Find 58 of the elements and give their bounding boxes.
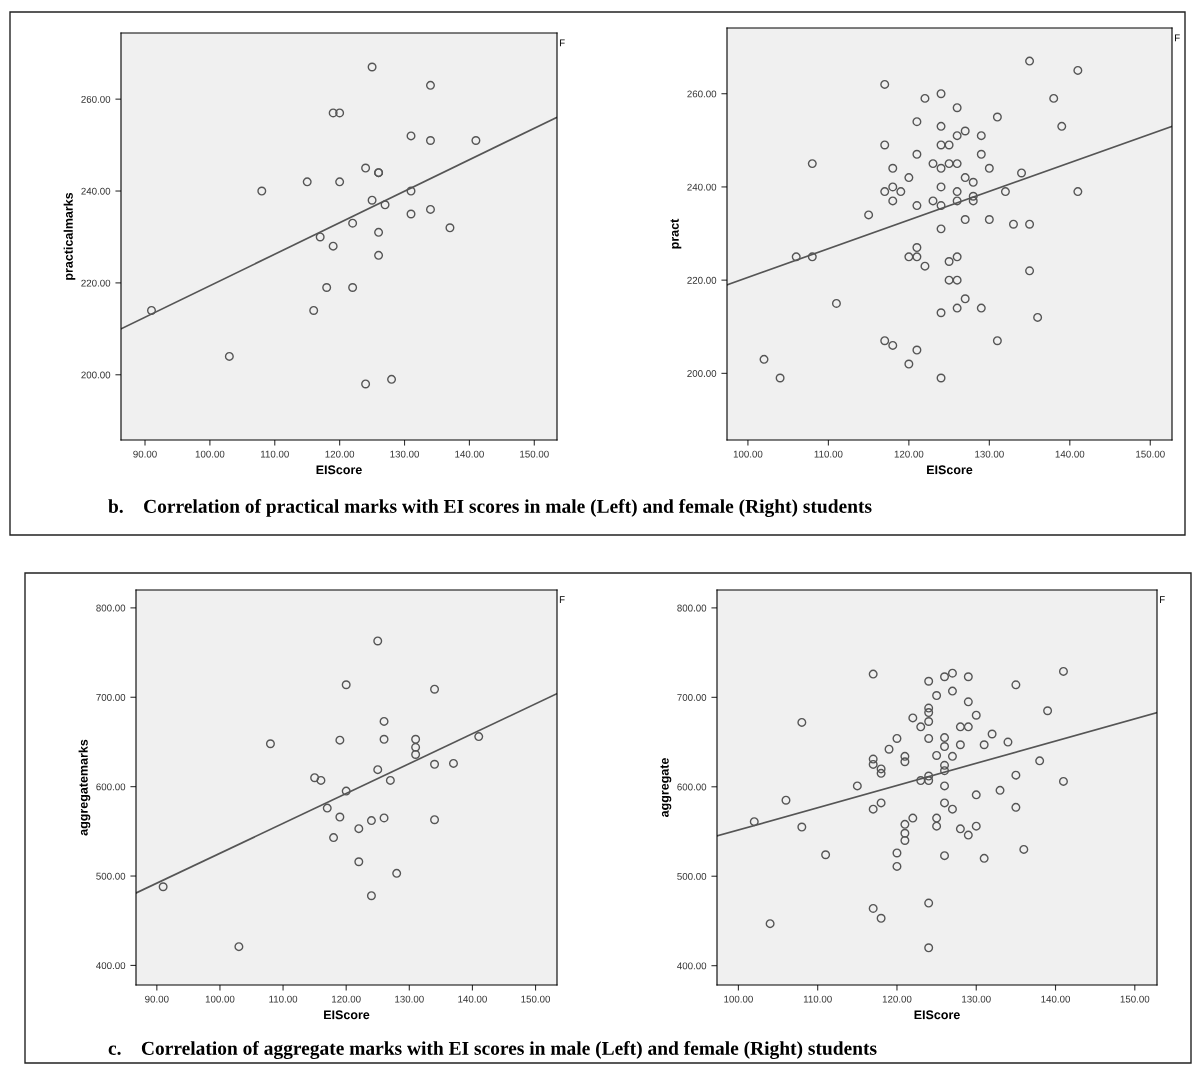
x-tick-label: 120.00 (894, 450, 924, 458)
x-tick-label: 140.00 (455, 450, 484, 458)
y-tick-label: 700.00 (96, 694, 126, 701)
x-axis-title: EIScore (316, 465, 362, 475)
text: F (1160, 596, 1165, 603)
x-tick-label: 100.00 (205, 995, 235, 1003)
text: F (1175, 34, 1180, 42)
x-tick-label: 120.00 (332, 995, 361, 1003)
y-tick-label: 500.00 (96, 872, 126, 880)
x-tick-label: 90.00 (133, 450, 157, 458)
y-tick-label: 260.00 (687, 90, 717, 98)
text: F (559, 596, 565, 603)
y-tick-label: 240.00 (81, 187, 111, 195)
x-tick-label: 110.00 (803, 995, 832, 1003)
y-axis-title: pract (670, 218, 682, 249)
x-tick-label: 120.00 (882, 995, 912, 1003)
y-tick-label: 600.00 (96, 783, 126, 791)
x-tick-label: 130.00 (962, 995, 991, 1003)
x-tick-label: 130.00 (390, 450, 420, 458)
x-tick-label: 110.00 (814, 450, 843, 458)
x-tick-label: 140.00 (458, 995, 487, 1003)
y-tick-label: 400.00 (96, 962, 126, 970)
y-tick-label: 220.00 (687, 276, 717, 284)
y-tick-label: 800.00 (96, 604, 126, 612)
y-tick-label: 240.00 (687, 183, 717, 191)
y-tick-label: 800.00 (677, 604, 707, 612)
y-axis-title: aggregatemarks (78, 739, 91, 836)
x-tick-label: 120.00 (325, 450, 355, 458)
text: F (559, 39, 565, 47)
y-tick-label: 200.00 (687, 370, 717, 377)
x-tick-label: 100.00 (724, 995, 753, 1003)
x-tick-label: 140.00 (1041, 995, 1071, 1003)
x-tick-label: 150.00 (1120, 995, 1150, 1003)
x-tick-label: 90.00 (145, 995, 169, 1003)
y-tick-label: 500.00 (677, 872, 707, 880)
x-tick-label: 150.00 (1136, 450, 1165, 458)
x-tick-label: 130.00 (395, 995, 424, 1003)
x-tick-label: 150.00 (521, 995, 551, 1003)
y-tick-label: 400.00 (677, 962, 707, 970)
y-tick-label: 220.00 (81, 279, 111, 287)
y-tick-label: 200.00 (81, 371, 111, 379)
y-tick-label: 600.00 (677, 783, 707, 791)
text: b. Correlation of practical marks with EI scores in male (Left) and female (Right) students (108, 499, 872, 517)
x-tick-label: 100.00 (733, 450, 763, 458)
x-tick-label: 140.00 (1055, 450, 1085, 458)
x-axis-title: EIScore (324, 1010, 370, 1020)
x-tick-label: 110.00 (269, 995, 298, 1003)
x-tick-label: 150.00 (520, 450, 549, 458)
x-tick-label: 100.00 (195, 450, 225, 458)
x-axis-title: EIScore (927, 465, 973, 475)
y-axis-title: practicalmarks (63, 192, 76, 280)
y-tick-label: 700.00 (677, 694, 707, 701)
x-axis-title: EIScore (914, 1010, 960, 1020)
y-axis-title: aggregate (660, 758, 672, 817)
text: c. Correlation of aggregate marks with EI scores in male (Left) and female (Right) students (108, 1041, 877, 1059)
x-tick-label: 110.00 (261, 450, 289, 458)
y-tick-label: 260.00 (81, 95, 111, 103)
x-tick-label: 130.00 (975, 450, 1004, 458)
